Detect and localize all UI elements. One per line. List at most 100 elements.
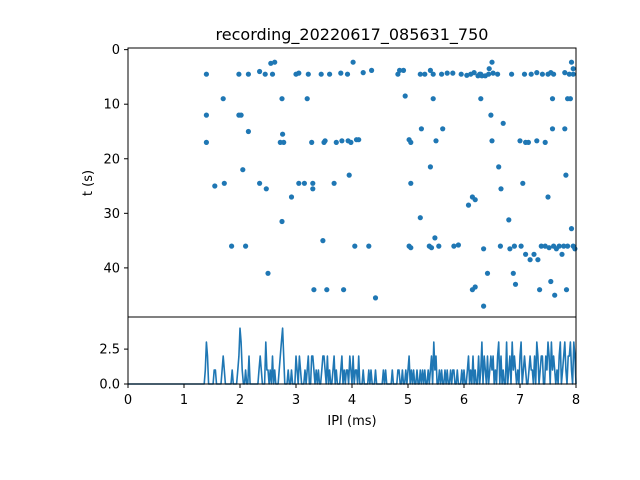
scatter-point: [565, 243, 571, 249]
scatter-point: [427, 164, 433, 170]
bottom-y-tick-label: 0.0: [99, 378, 120, 393]
scatter-point: [538, 243, 544, 249]
scatter-point: [455, 242, 461, 248]
x-axis-label: IPI (ms): [327, 414, 376, 429]
scatter-point: [360, 70, 366, 76]
top-y-tick-label: 20: [103, 152, 120, 167]
scatter-point: [566, 71, 572, 77]
scatter-point: [320, 238, 326, 244]
scatter-point: [311, 287, 317, 293]
scatter-point: [268, 60, 274, 66]
scatter-point: [338, 70, 344, 76]
scatter-point: [428, 245, 435, 251]
scatter-point: [517, 138, 523, 144]
scatter-point: [418, 126, 424, 132]
scatter-point: [498, 186, 504, 192]
scatter-point: [436, 243, 442, 249]
scatter-point: [331, 180, 337, 186]
scatter-point: [440, 126, 446, 132]
scatter-point: [203, 112, 209, 118]
scatter-point: [430, 71, 436, 77]
scatter-point: [220, 96, 226, 102]
scatter-point: [269, 71, 276, 77]
top-points: [203, 59, 578, 309]
scatter-point: [546, 245, 552, 251]
scatter-point: [484, 270, 491, 276]
scatter-point: [348, 139, 354, 145]
scatter-point: [304, 96, 310, 102]
x-tick-label: 1: [180, 393, 188, 408]
top-y-axis-label: t (s): [81, 170, 96, 196]
scatter-point: [521, 71, 528, 77]
scatter-point: [203, 71, 209, 77]
scatter-point: [486, 66, 492, 72]
scatter-point: [439, 71, 445, 77]
scatter-point: [221, 180, 227, 186]
scatter-point: [309, 139, 315, 145]
scatter-point: [572, 246, 578, 252]
scatter-point: [229, 243, 235, 249]
scatter-point: [240, 167, 246, 173]
scatter-point: [486, 71, 492, 77]
scatter-point: [549, 126, 556, 132]
scatter-point: [245, 71, 251, 77]
scatter-point: [450, 70, 456, 76]
scatter-point: [257, 68, 263, 75]
scatter-point: [481, 246, 487, 252]
top-y-tick-label: 0: [112, 43, 120, 58]
scatter-point: [341, 287, 347, 293]
scatter-point: [549, 96, 556, 102]
scatter-point: [257, 180, 263, 186]
scatter-point: [570, 71, 576, 77]
scatter-point: [243, 243, 249, 249]
scatter-point: [322, 138, 328, 144]
scatter-point: [562, 70, 568, 76]
scatter-point: [552, 292, 558, 298]
scatter-point: [305, 71, 311, 77]
scatter-point: [481, 303, 487, 309]
scatter-point: [458, 71, 464, 77]
scatter-point: [408, 180, 414, 186]
scatter-point: [523, 251, 529, 257]
scatter-point: [279, 96, 285, 102]
scatter-point: [263, 186, 269, 192]
scatter-point: [528, 71, 534, 77]
bottom-y-tick-label: 2.5: [99, 343, 120, 358]
scatter-point: [296, 70, 302, 76]
scatter-point: [427, 67, 433, 73]
scatter-point: [539, 71, 546, 77]
scatter-point: [472, 197, 478, 203]
scatter-point: [346, 172, 352, 178]
scatter-point: [288, 194, 295, 200]
scatter-point: [537, 287, 543, 293]
scatter-point: [559, 251, 565, 257]
scatter-point: [236, 71, 242, 77]
x-tick-label: 3: [292, 393, 300, 408]
scatter-point: [318, 71, 324, 77]
scatter-point: [262, 71, 268, 77]
scatter-point: [542, 139, 548, 145]
scatter-point: [561, 243, 567, 249]
scatter-point: [301, 180, 307, 186]
scatter-point: [465, 202, 472, 208]
scatter-point: [520, 180, 526, 186]
top-y-tick-label: 30: [103, 207, 120, 222]
scatter-point: [534, 138, 540, 144]
scatter-point: [510, 270, 516, 276]
scatter-point: [402, 93, 408, 99]
scatter-point: [281, 139, 287, 145]
scatter-point: [352, 243, 358, 249]
scatter-point: [556, 243, 562, 249]
scatter-point: [356, 137, 362, 143]
scatter-point: [310, 180, 316, 186]
scatter-point: [496, 164, 502, 170]
scatter-point: [500, 120, 506, 126]
top-y-ticks: 0 10 20 30 40: [103, 43, 128, 276]
x-tick-label: 7: [516, 393, 524, 408]
scatter-point: [397, 67, 403, 73]
scatter-point: [327, 71, 333, 77]
scatter-point: [245, 128, 251, 135]
top-y-tick-label: 10: [103, 98, 120, 113]
